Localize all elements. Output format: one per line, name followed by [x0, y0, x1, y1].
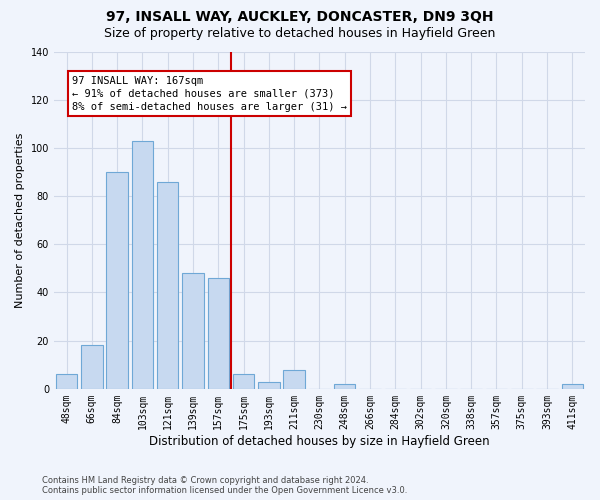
Bar — [182, 273, 204, 389]
Bar — [106, 172, 128, 389]
Text: 97, INSALL WAY, AUCKLEY, DONCASTER, DN9 3QH: 97, INSALL WAY, AUCKLEY, DONCASTER, DN9 … — [106, 10, 494, 24]
Bar — [334, 384, 355, 389]
Y-axis label: Number of detached properties: Number of detached properties — [15, 132, 25, 308]
Bar — [258, 382, 280, 389]
Text: 97 INSALL WAY: 167sqm
← 91% of detached houses are smaller (373)
8% of semi-deta: 97 INSALL WAY: 167sqm ← 91% of detached … — [72, 76, 347, 112]
Bar — [562, 384, 583, 389]
Bar — [233, 374, 254, 389]
Text: Contains HM Land Registry data © Crown copyright and database right 2024.
Contai: Contains HM Land Registry data © Crown c… — [42, 476, 407, 495]
Bar — [208, 278, 229, 389]
Bar — [283, 370, 305, 389]
Bar — [56, 374, 77, 389]
Bar — [81, 346, 103, 389]
Text: Size of property relative to detached houses in Hayfield Green: Size of property relative to detached ho… — [104, 28, 496, 40]
Bar — [131, 140, 153, 389]
Bar — [157, 182, 178, 389]
X-axis label: Distribution of detached houses by size in Hayfield Green: Distribution of detached houses by size … — [149, 434, 490, 448]
